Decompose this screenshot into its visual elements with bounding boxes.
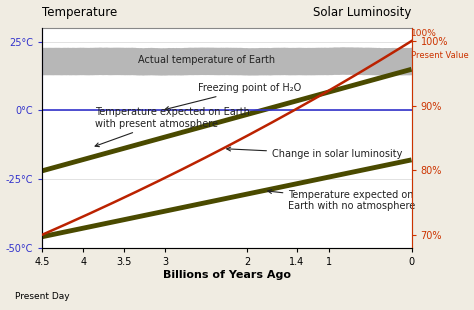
- Text: Temperature expected on Earth
with present atmosphere: Temperature expected on Earth with prese…: [95, 107, 250, 147]
- Text: Present Value: Present Value: [410, 51, 468, 60]
- Text: Solar Luminosity: Solar Luminosity: [313, 6, 411, 19]
- Text: Actual temperature of Earth: Actual temperature of Earth: [138, 55, 275, 65]
- Text: 100%: 100%: [410, 29, 437, 38]
- Text: Present Day: Present Day: [15, 292, 69, 301]
- Text: Temperature expected on
Earth with no atmosphere: Temperature expected on Earth with no at…: [268, 189, 416, 211]
- Text: Temperature: Temperature: [42, 6, 118, 19]
- Text: Change in solar luminosity: Change in solar luminosity: [227, 147, 402, 159]
- X-axis label: Billions of Years Ago: Billions of Years Ago: [163, 269, 291, 280]
- Text: Freezing point of H₂O: Freezing point of H₂O: [165, 83, 301, 110]
